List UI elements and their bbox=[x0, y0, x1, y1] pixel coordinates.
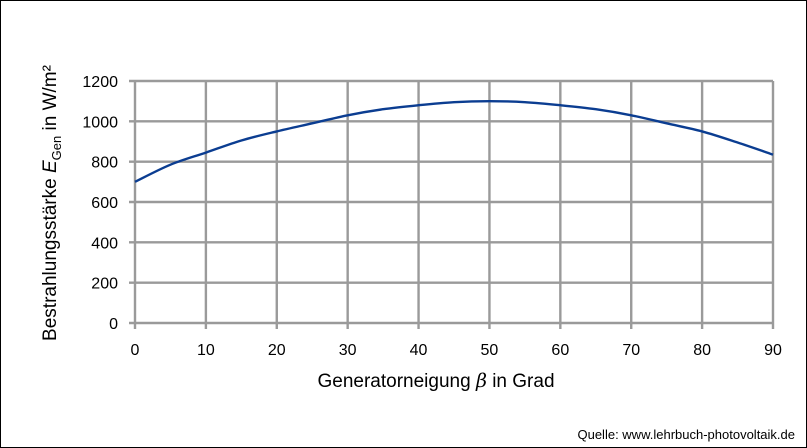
x-tick-label: 40 bbox=[410, 342, 428, 359]
y-axis-title-main: Bestrahlungsstärke bbox=[40, 173, 61, 341]
x-tick-label: 20 bbox=[268, 342, 286, 359]
y-axis-title-rest: in W/m² bbox=[40, 65, 61, 136]
y-axis-title-subscript: Gen bbox=[49, 136, 64, 161]
irradiance-series-line bbox=[134, 99, 774, 183]
source-credit: Quelle: www.lehrbuch-photovoltaik.de bbox=[577, 427, 795, 442]
x-axis-title-main: Generatorneigung bbox=[317, 371, 475, 392]
y-tick-label: 800 bbox=[91, 155, 118, 172]
x-tick-label: 0 bbox=[131, 342, 140, 359]
y-tick-label: 600 bbox=[91, 195, 118, 212]
y-tick-label: 0 bbox=[109, 316, 118, 333]
x-tick-label: 90 bbox=[764, 342, 782, 359]
x-axis-title-symbol: β bbox=[475, 370, 487, 392]
x-tick-label: 10 bbox=[197, 342, 215, 359]
x-tick-label: 60 bbox=[551, 342, 569, 359]
tick-labels: 0 10 20 30 40 50 60 70 80 90 0 200 400 600 800 1000 1200 bbox=[82, 74, 782, 359]
x-axis-title-rest: in Grad bbox=[487, 371, 555, 392]
grid bbox=[129, 79, 775, 329]
y-axis-title: Bestrahlungsstärke EGen in W/m² bbox=[40, 65, 64, 341]
y-tick-label: 1200 bbox=[82, 74, 118, 91]
x-tick-label: 30 bbox=[339, 342, 357, 359]
x-tick-label: 80 bbox=[693, 342, 711, 359]
y-tick-label: 200 bbox=[91, 276, 118, 293]
x-tick-label: 70 bbox=[622, 342, 640, 359]
x-tick-label: 50 bbox=[481, 342, 499, 359]
y-axis-title-symbol: E bbox=[40, 160, 61, 173]
y-tick-label: 400 bbox=[91, 235, 118, 252]
y-tick-label: 1000 bbox=[82, 114, 118, 131]
x-axis-title: Generatorneigung β in Grad bbox=[317, 370, 554, 392]
series-layer bbox=[134, 99, 774, 183]
